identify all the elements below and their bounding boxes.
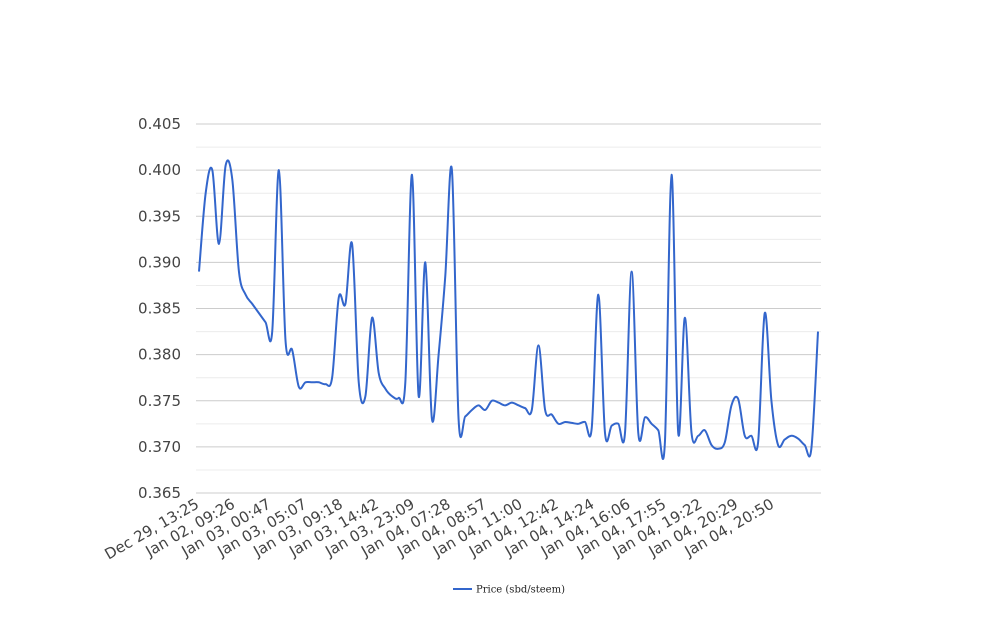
- y-tick-label: 0.400: [138, 161, 181, 179]
- legend: Price (sbd/steem): [453, 585, 565, 596]
- y-tick-label: 0.390: [138, 253, 181, 271]
- y-tick-label: 0.385: [138, 300, 181, 318]
- legend-label: Price (sbd/steem): [476, 585, 565, 596]
- y-tick-label: 0.365: [138, 484, 181, 502]
- grid-layer: [196, 123, 821, 494]
- y-tick-label: 0.380: [138, 346, 181, 364]
- y-tick-label: 0.405: [138, 115, 181, 133]
- y-tick-label: 0.395: [138, 207, 181, 225]
- y-axis-ticks: 0.405 0.400 0.395 0.390 0.385 0.380 0.375 0.370…: [138, 115, 181, 502]
- y-tick-label: 0.375: [138, 392, 181, 410]
- series-layer: [198, 159, 819, 461]
- y-tick-label: 0.370: [138, 438, 181, 456]
- series-line-0: [198, 159, 819, 461]
